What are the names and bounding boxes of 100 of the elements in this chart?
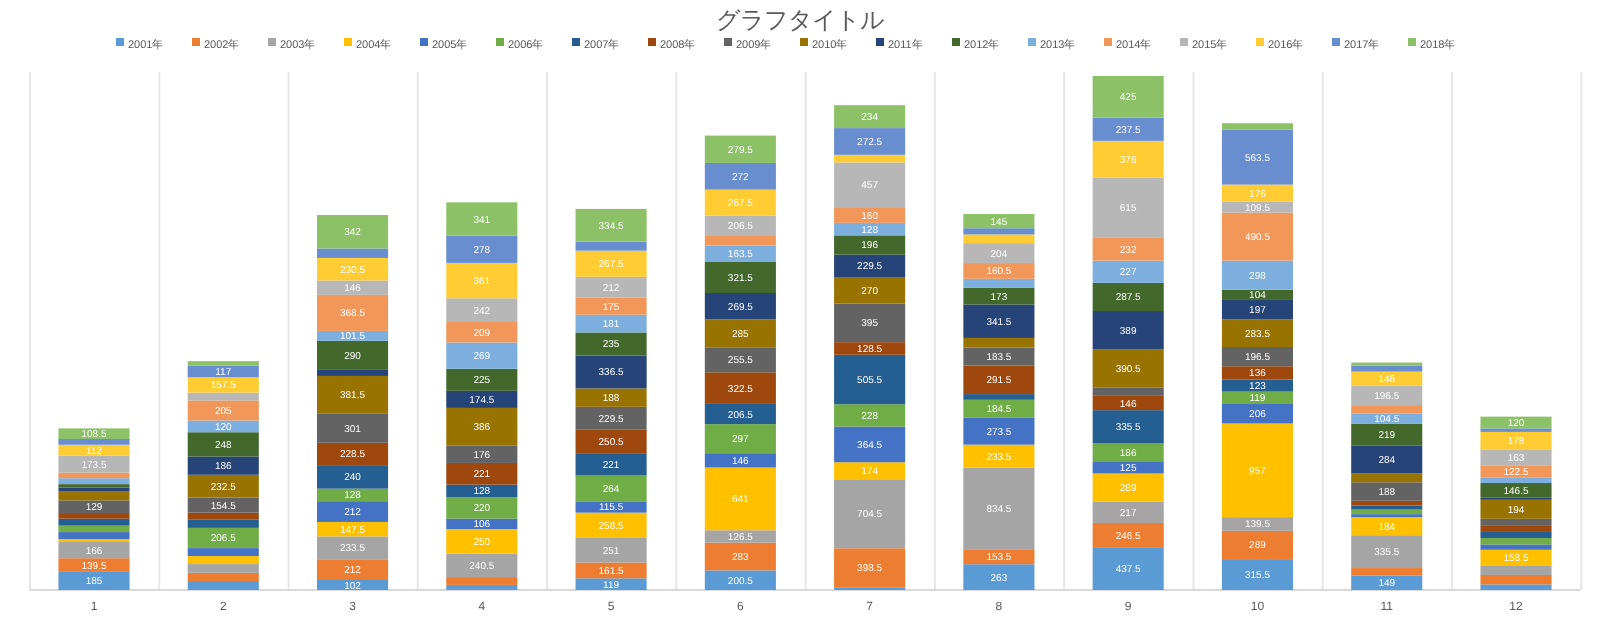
bar <box>446 445 518 463</box>
bar <box>963 549 1035 565</box>
bar <box>704 162 776 190</box>
bar <box>316 580 389 590</box>
bar <box>1221 379 1294 392</box>
bar <box>575 406 647 430</box>
bar <box>963 347 1035 366</box>
bar <box>1351 568 1423 576</box>
bar <box>316 294 389 331</box>
bar <box>1221 403 1294 424</box>
bar <box>1351 575 1423 590</box>
bar <box>834 128 906 155</box>
bar <box>1092 473 1164 502</box>
bar <box>963 243 1035 264</box>
bar <box>1480 499 1552 519</box>
bar <box>575 250 647 277</box>
bar <box>963 278 1035 288</box>
bar <box>58 525 130 533</box>
bar <box>1092 410 1164 444</box>
bar <box>575 332 647 356</box>
bar <box>1351 385 1423 406</box>
bar <box>1221 129 1294 185</box>
bar <box>316 442 389 466</box>
bar <box>704 347 776 373</box>
bar <box>187 392 259 401</box>
bar <box>446 497 518 519</box>
bar <box>1480 465 1552 478</box>
bar <box>704 570 776 590</box>
bar <box>1092 443 1164 462</box>
bar <box>575 501 647 513</box>
bar <box>316 257 389 281</box>
bar <box>1480 477 1552 484</box>
bar <box>963 399 1035 418</box>
bar <box>58 513 130 519</box>
bar <box>1480 574 1552 585</box>
bar <box>1092 237 1164 261</box>
bar <box>834 105 906 129</box>
bar <box>187 548 259 557</box>
bar <box>963 234 1035 244</box>
bar <box>1351 405 1423 414</box>
bar <box>1480 531 1552 539</box>
bar <box>1221 366 1294 380</box>
bar <box>187 519 259 528</box>
bar <box>1351 365 1423 372</box>
bar <box>1092 177 1164 238</box>
bar <box>58 478 130 485</box>
bar <box>1480 538 1552 545</box>
bar <box>834 404 906 427</box>
bar <box>704 403 776 425</box>
bar <box>187 564 259 573</box>
bar <box>1480 449 1552 466</box>
bar <box>1092 140 1164 178</box>
bar <box>963 263 1035 279</box>
bar <box>704 215 776 237</box>
bar <box>58 500 130 514</box>
bar <box>575 388 647 407</box>
bar <box>58 541 130 559</box>
bar <box>316 280 389 295</box>
bar <box>316 465 389 489</box>
bar <box>963 228 1035 235</box>
bar <box>963 467 1035 550</box>
bar <box>963 417 1035 445</box>
bar <box>1351 445 1423 474</box>
bar <box>58 558 130 572</box>
bar <box>187 420 259 433</box>
bar <box>834 207 906 223</box>
chart-title: グラフタイトル <box>716 6 884 34</box>
bar <box>1480 525 1552 532</box>
bar <box>575 297 647 315</box>
bar <box>58 444 130 456</box>
bar <box>187 456 259 475</box>
bar <box>316 248 389 258</box>
bar <box>575 453 647 476</box>
bar <box>1351 517 1423 536</box>
bar <box>575 537 647 563</box>
bar <box>1221 423 1294 518</box>
bar <box>58 571 130 590</box>
bar <box>834 277 906 304</box>
bar <box>963 365 1035 395</box>
bar <box>1092 395 1164 411</box>
bar <box>446 553 518 578</box>
bar <box>446 407 518 446</box>
bar <box>1221 559 1294 590</box>
bar <box>834 162 906 208</box>
bar <box>58 439 130 445</box>
bar <box>704 135 776 163</box>
bar <box>316 559 389 581</box>
bar <box>963 337 1035 348</box>
bar <box>316 340 389 370</box>
bar <box>704 261 776 293</box>
bar <box>575 475 647 502</box>
bar <box>1092 282 1164 312</box>
bar <box>446 342 518 369</box>
bar <box>187 580 259 590</box>
bar <box>316 375 389 414</box>
bar <box>704 424 776 454</box>
bar <box>446 321 518 343</box>
bar <box>1221 212 1294 261</box>
bar <box>834 235 906 255</box>
bar <box>834 154 906 163</box>
